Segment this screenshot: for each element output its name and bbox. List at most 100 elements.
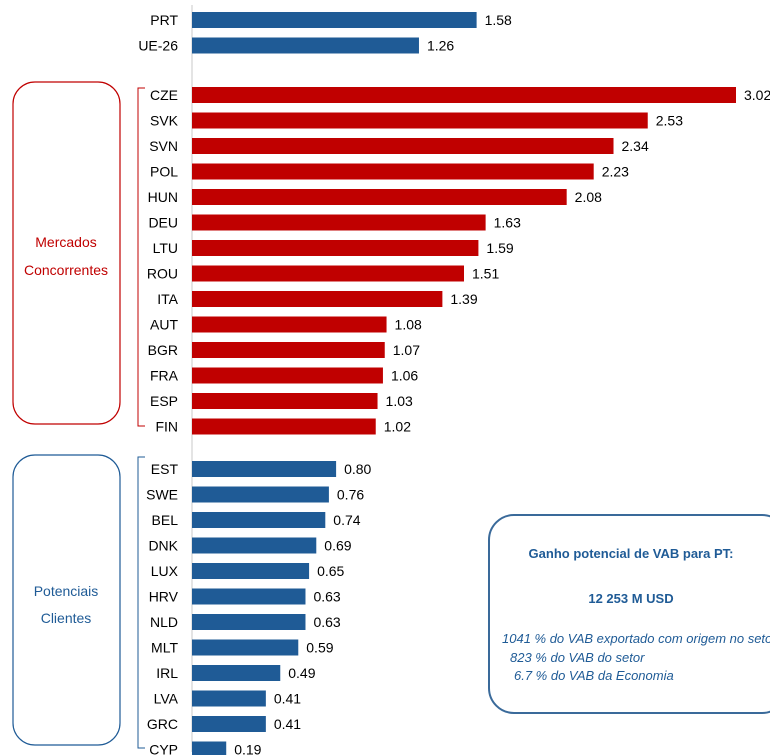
value-label-cyp: 0.19 — [234, 742, 261, 755]
bar-bgr — [192, 342, 385, 358]
potential-gain-title: Ganho potencial de VAB para PT: — [528, 546, 734, 561]
value-label-grc: 0.41 — [274, 716, 301, 732]
value-label-pol: 2.23 — [602, 164, 629, 180]
bar-ltu — [192, 240, 479, 256]
bar-mlt — [192, 639, 299, 656]
bar-cyp — [192, 741, 227, 755]
category-label-irl: IRL — [156, 665, 178, 681]
value-label-aut: 1.08 — [395, 317, 422, 333]
bar-dnk — [192, 537, 317, 554]
value-label-cze: 3.02 — [744, 87, 770, 103]
value-label-rou: 1.51 — [472, 266, 499, 282]
bar-est — [192, 461, 337, 477]
value-label-ltu: 1.59 — [486, 240, 513, 256]
value-label-nld: 0.63 — [313, 614, 340, 630]
share-sector-vab-line: 823 % do VAB do setor — [510, 650, 645, 665]
category-label-ue-26: UE-26 — [138, 38, 178, 54]
bar-aut — [192, 316, 387, 333]
bar-swe — [192, 486, 329, 503]
category-label-mlt: MLT — [151, 640, 178, 656]
category-label-svk: SVK — [150, 113, 179, 129]
clients-group-label-line2: Clientes — [41, 610, 92, 626]
bar-pol — [192, 163, 594, 180]
value-label-fin: 1.02 — [384, 419, 411, 435]
category-label-grc: GRC — [147, 716, 178, 732]
share-economy-vab-line: 6.7 % do VAB da Economia — [514, 668, 674, 683]
bar-ita — [192, 291, 443, 307]
category-label-bel: BEL — [152, 512, 179, 528]
value-label-lva: 0.41 — [274, 691, 301, 707]
value-label-irl: 0.49 — [288, 665, 315, 681]
value-label-ue-26: 1.26 — [427, 38, 454, 54]
clients-group-label-line1: Potenciais — [34, 583, 99, 599]
category-label-svn: SVN — [149, 138, 178, 154]
category-label-swe: SWE — [146, 487, 178, 503]
category-label-ita: ITA — [157, 291, 178, 307]
category-label-lva: LVA — [154, 691, 179, 707]
bar-esp — [192, 393, 378, 409]
bar-deu — [192, 214, 486, 231]
bar-grc — [192, 716, 266, 732]
share-exported-vab-line: 1041 % do VAB exportado com origem no se… — [502, 631, 770, 646]
bar-hun — [192, 189, 567, 205]
value-label-bel: 0.74 — [333, 512, 360, 528]
category-label-nld: NLD — [150, 614, 178, 630]
bar-svk — [192, 112, 648, 129]
value-label-dnk: 0.69 — [324, 538, 351, 554]
competitors-group-label-line2: Concorrentes — [24, 262, 108, 278]
competitors-bracket — [137, 87, 145, 427]
category-label-esp: ESP — [150, 393, 178, 409]
bar-cze — [192, 87, 736, 103]
clients-group-box — [12, 454, 121, 746]
clients-bracket — [137, 456, 145, 749]
potential-gain-amount: 12 253 M USD — [588, 591, 674, 606]
value-label-lux: 0.65 — [317, 563, 344, 579]
category-label-cze: CZE — [150, 87, 178, 103]
category-label-prt: PRT — [150, 12, 178, 28]
value-label-bgr: 1.07 — [393, 342, 420, 358]
bar-svn — [192, 138, 614, 154]
category-label-aut: AUT — [150, 317, 178, 333]
value-label-swe: 0.76 — [337, 487, 364, 503]
category-label-pol: POL — [150, 164, 178, 180]
category-label-hun: HUN — [148, 189, 178, 205]
bar-fra — [192, 367, 383, 384]
bar-nld — [192, 614, 306, 630]
category-label-cyp: CYP — [149, 742, 178, 755]
value-label-prt: 1.58 — [485, 12, 512, 28]
category-label-rou: ROU — [147, 266, 178, 282]
category-label-deu: DEU — [148, 215, 178, 231]
value-label-hrv: 0.63 — [313, 589, 340, 605]
value-label-mlt: 0.59 — [306, 640, 333, 656]
category-label-hrv: HRV — [149, 589, 179, 605]
value-label-ita: 1.39 — [450, 291, 477, 307]
value-label-hun: 2.08 — [575, 189, 602, 205]
competitors-group-label-line1: Mercados — [35, 234, 96, 250]
category-label-dnk: DNK — [148, 538, 178, 554]
bar-hrv — [192, 588, 306, 605]
bar-fin — [192, 418, 376, 435]
category-label-lux: LUX — [151, 563, 179, 579]
category-label-est: EST — [151, 461, 179, 477]
bar-bel — [192, 512, 326, 528]
competitors-group-box — [12, 81, 121, 425]
bar-ue-26 — [192, 37, 419, 54]
value-label-deu: 1.63 — [494, 215, 521, 231]
bar-rou — [192, 265, 464, 282]
value-label-fra: 1.06 — [391, 368, 418, 384]
bar-prt — [192, 12, 477, 28]
value-label-svk: 2.53 — [656, 113, 683, 129]
bar-irl — [192, 665, 281, 681]
bar-lux — [192, 563, 310, 579]
category-label-bgr: BGR — [148, 342, 178, 358]
potential-gain-box: Ganho potencial de VAB para PT: 12 253 M… — [488, 514, 770, 714]
category-label-ltu: LTU — [153, 240, 178, 256]
bars-layer: PRT 1.58 UE-26 1.26 CZE 3.02 SVK 2.53 SVN 2.34 POL… — [138, 12, 770, 755]
bar-lva — [192, 690, 266, 707]
category-label-fin: FIN — [155, 419, 178, 435]
category-label-fra: FRA — [150, 368, 179, 384]
value-label-est: 0.80 — [344, 461, 371, 477]
value-label-svn: 2.34 — [622, 138, 649, 154]
value-label-esp: 1.03 — [386, 393, 413, 409]
